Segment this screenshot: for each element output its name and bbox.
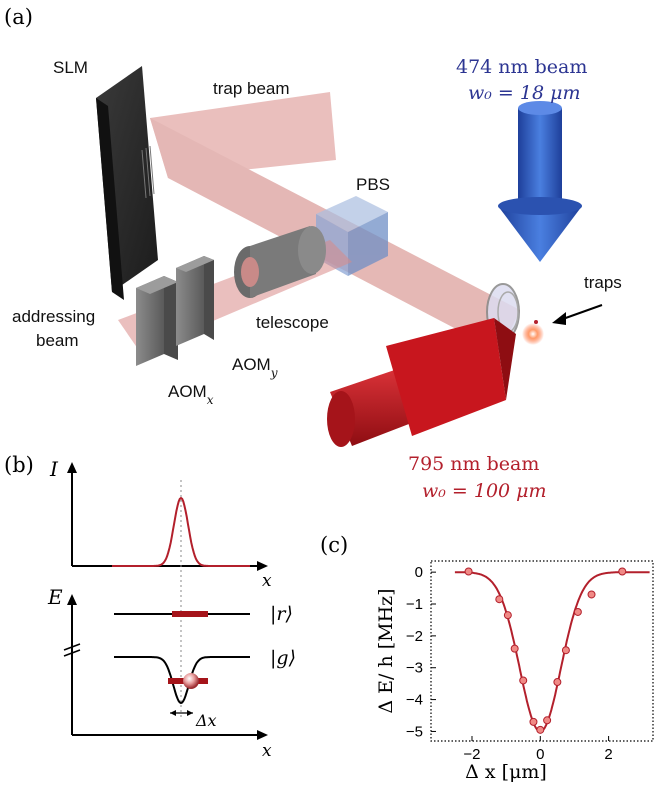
y-tick-label: −1	[406, 596, 423, 613]
red-beam-label-1: 795 nm beam	[408, 453, 539, 475]
panel-a-label: (a)	[4, 5, 33, 29]
blue-beam-label-1: 474 nm beam	[456, 56, 587, 78]
y-tick-label: −2	[406, 628, 423, 645]
telescope-device	[234, 226, 326, 298]
addressing-beam-label-1: addressing	[12, 307, 95, 326]
chart-x-label: Δ x [μm]	[465, 761, 547, 783]
data-point	[536, 725, 545, 734]
slm-device	[96, 66, 158, 300]
trap-spot	[534, 320, 538, 324]
pbs-cube	[316, 196, 388, 276]
trap-glow	[522, 323, 544, 345]
aom-x-device	[136, 276, 178, 366]
panel-b-label: (b)	[4, 453, 34, 477]
data-point	[553, 678, 562, 687]
data-point	[587, 590, 596, 599]
intensity-plot	[67, 462, 268, 571]
energy-plot	[63, 594, 268, 740]
data-point	[503, 611, 512, 620]
rydberg-state-label: |r⟩	[270, 603, 293, 625]
x-tick-label: 0	[536, 746, 544, 763]
traps-arrow	[559, 304, 603, 321]
y-tick-label: 0	[415, 564, 423, 581]
data-point	[618, 567, 627, 576]
slm-label: SLM	[53, 58, 88, 77]
aom-x-label: AOMx	[168, 382, 214, 407]
panel-c-label: (c)	[320, 533, 348, 557]
intensity-axis-label: I	[49, 457, 59, 481]
data-point	[561, 646, 570, 655]
red-beam-arrow	[327, 318, 516, 447]
blue-beam-label-2: w₀ = 18 μm	[468, 82, 580, 104]
x-axis-top-label: x	[262, 571, 272, 591]
x-tick-label: 2	[604, 746, 612, 763]
data-point	[529, 717, 538, 726]
x-axis-bottom-label: x	[262, 741, 272, 761]
atom	[183, 673, 199, 689]
trap-beam-label: trap beam	[213, 79, 290, 98]
data-point	[543, 716, 552, 725]
chart-y-label: Δ E/ h [MHz]	[375, 588, 397, 713]
data-point	[464, 567, 473, 576]
data-point	[519, 676, 528, 685]
chart-frame	[430, 560, 654, 742]
shift-label: Δx	[195, 711, 217, 730]
rydberg-excitation	[172, 611, 208, 617]
energy-axis-label: E	[47, 585, 63, 609]
data-point	[495, 595, 504, 604]
traps-label: traps	[584, 273, 622, 292]
ground-potential	[114, 656, 250, 705]
x-tick-label: −2	[463, 746, 480, 763]
red-beam-label-2: w₀ = 100 μm	[422, 480, 547, 502]
blue-beam-arrow	[498, 101, 582, 262]
addressing-beam-label-2: beam	[36, 331, 79, 350]
shift-chart: −2 0 2 0 −1 −2 −3 −4 −5	[406, 560, 654, 763]
traps-arrow-head	[552, 312, 566, 325]
data-point	[573, 607, 582, 616]
data-point	[510, 644, 519, 653]
ground-state-label: |g⟩	[270, 647, 296, 669]
y-tick-label: −5	[406, 723, 423, 740]
pbs-label: PBS	[356, 175, 390, 194]
intensity-profile	[112, 496, 250, 567]
fit-curve	[454, 571, 650, 733]
aom-y-label: AOMy	[232, 355, 278, 380]
y-tick-label: −3	[406, 660, 423, 677]
y-tick-label: −4	[406, 692, 423, 709]
telescope-label: telescope	[256, 313, 329, 332]
aom-y-device	[176, 256, 214, 346]
